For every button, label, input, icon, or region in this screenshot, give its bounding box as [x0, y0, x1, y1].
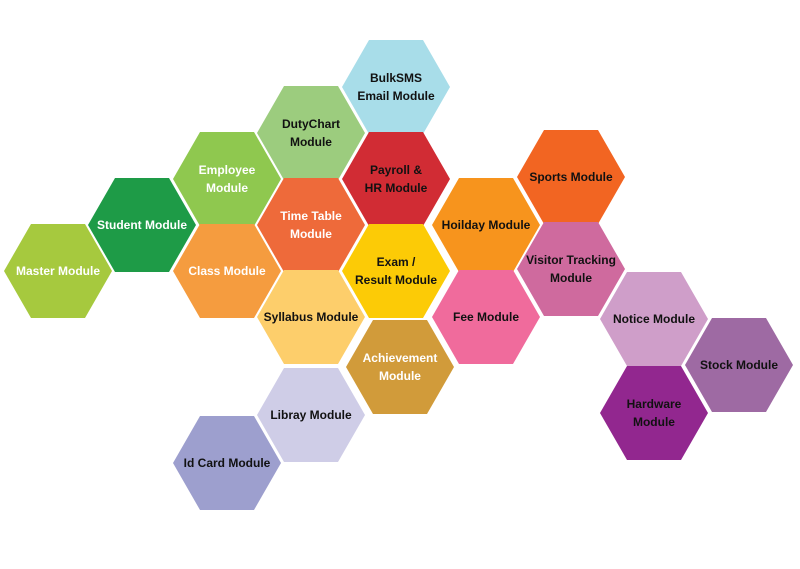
hex-employee-module: Employee Module [173, 132, 281, 226]
hex-label: Fee Module [452, 310, 519, 324]
hex-label: Hardware Module [626, 397, 682, 429]
hex-hardware-module: Hardware Module [600, 366, 708, 460]
hex-label: Hoilday Module [441, 218, 531, 232]
hex-label: Notice Module [612, 312, 695, 326]
hex-label: Sports Module [529, 170, 613, 184]
hex-label: Class Module [188, 264, 266, 278]
hex-label: Achievement Module [362, 351, 438, 383]
hex-achievement-module: Achievement Module [346, 320, 454, 414]
hex-label: Syllabus Module [263, 310, 359, 324]
hex-label: Visitor Tracking Module [526, 253, 616, 285]
hex-label: Id Card Module [183, 456, 271, 470]
hex-label: Payroll & HR Module [364, 163, 428, 195]
hex-label: Exam / Result Module [354, 255, 437, 287]
hex-fee-module: Fee Module [432, 270, 540, 364]
hex-label: Employee Module [198, 163, 256, 195]
hex-label: BulkSMS Email Module [357, 71, 435, 103]
hex-label: Stock Module [699, 358, 778, 372]
hex-libray-module: Libray Module [257, 368, 365, 462]
hex-sports-module: Sports Module [517, 130, 625, 224]
hex-stock-module: Stock Module [685, 318, 793, 412]
hex-label: Libray Module [270, 408, 352, 422]
hex-holiday-module: Hoilday Module [432, 178, 540, 272]
hex-id-card-module: Id Card Module [173, 416, 281, 510]
hex-exam-result-module: Exam / Result Module [342, 224, 450, 318]
hex-bulksms-email-module: BulkSMS Email Module [342, 40, 450, 134]
hex-label: Master Module [15, 264, 100, 278]
hex-notice-module: Notice Module [600, 272, 708, 366]
hex-label: DutyChart Module [281, 117, 340, 149]
hex-payroll-hr-module: Payroll & HR Module [342, 132, 450, 226]
hex-label: Student Module [97, 218, 187, 232]
hex-label: Time Table Module [280, 209, 342, 241]
